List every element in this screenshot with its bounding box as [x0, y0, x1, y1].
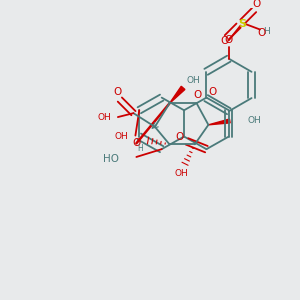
- Text: O: O: [225, 35, 233, 45]
- Text: O: O: [132, 138, 140, 148]
- Text: OH: OH: [187, 76, 201, 85]
- Text: OH: OH: [247, 116, 261, 125]
- Text: O: O: [114, 87, 122, 97]
- Text: O: O: [252, 0, 260, 9]
- Polygon shape: [208, 119, 230, 125]
- Text: O: O: [194, 90, 202, 100]
- Polygon shape: [169, 86, 185, 103]
- Text: OH: OH: [98, 112, 111, 122]
- Text: O: O: [175, 133, 183, 142]
- Text: OH: OH: [174, 169, 188, 178]
- Text: S: S: [238, 19, 246, 28]
- Text: HO: HO: [103, 154, 119, 164]
- Text: O: O: [258, 28, 266, 38]
- Text: O: O: [221, 36, 229, 46]
- Text: H: H: [263, 27, 270, 36]
- Text: O: O: [208, 87, 216, 97]
- Text: H: H: [137, 144, 143, 153]
- Text: OH: OH: [115, 132, 129, 141]
